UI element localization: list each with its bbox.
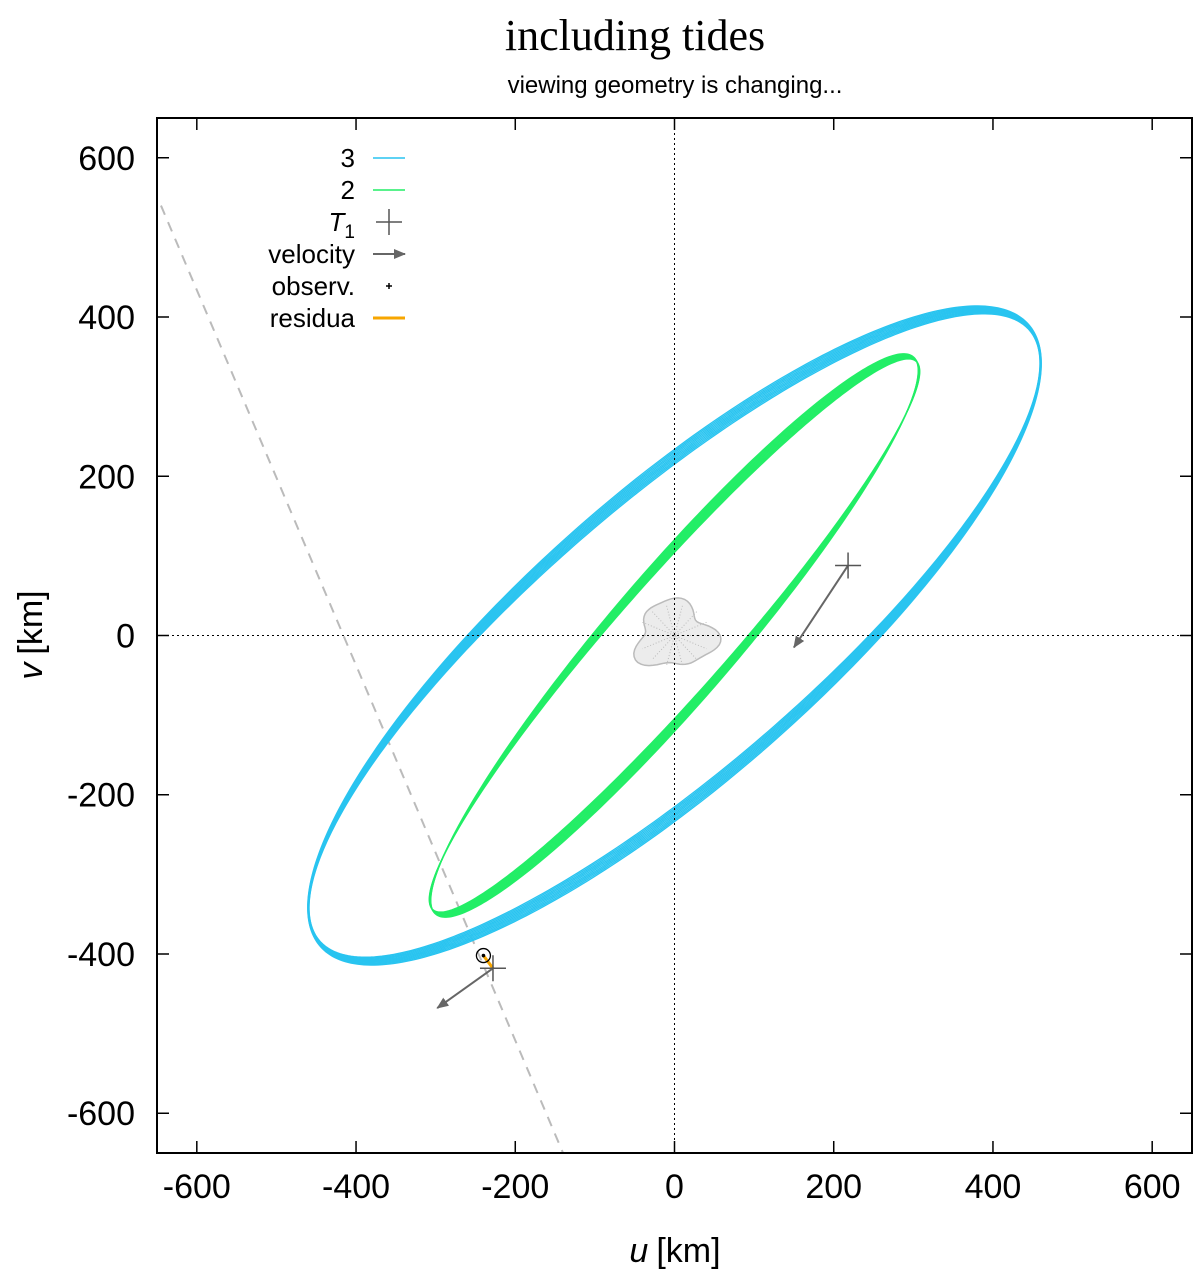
- chart-title: including tides: [505, 11, 765, 60]
- x-axis-label: u [km]: [629, 1232, 720, 1270]
- chart-subtitle: viewing geometry is changing...: [508, 72, 843, 99]
- legend-label: T1: [329, 207, 355, 243]
- T1-marker: [479, 955, 506, 982]
- y-tick-label: 200: [78, 458, 135, 496]
- marker-layer: [157, 118, 1192, 1153]
- y-tick-label: -400: [67, 936, 135, 974]
- shape-model-mesh: [651, 611, 698, 660]
- y-tick-label: 600: [78, 140, 135, 178]
- x-tick-label: -200: [481, 1168, 549, 1206]
- velocity-arrow: [436, 967, 494, 1009]
- observation-point: [481, 953, 486, 958]
- shape-model-mesh: [651, 611, 698, 660]
- y-tick-label: -600: [67, 1095, 135, 1133]
- legend-label: 3: [341, 143, 355, 173]
- orbit-lines-layer: [307, 305, 1042, 966]
- orbit-3-loop: [307, 305, 1042, 966]
- y-tick-label: -200: [67, 777, 135, 815]
- shape-model-layer: [160, 205, 722, 1153]
- velocity-arrow: [793, 564, 849, 649]
- x-tick-label: 0: [665, 1168, 684, 1206]
- legend-swatch: [376, 209, 402, 235]
- x-axis-variable: u: [629, 1232, 648, 1270]
- legend-label: velocity: [268, 239, 355, 269]
- x-axis-unit: [km]: [656, 1232, 720, 1270]
- residua-line: [482, 954, 495, 970]
- legend-label: residua: [270, 303, 356, 333]
- y-tick-label: 0: [116, 618, 135, 656]
- legend-label: 2: [341, 175, 355, 205]
- x-tick-label: 600: [1124, 1168, 1181, 1206]
- legend-swatch: [386, 283, 392, 289]
- observation-circle: [475, 947, 492, 964]
- x-tick-label: -400: [322, 1168, 390, 1206]
- x-tick-label: -600: [163, 1168, 231, 1206]
- shape-model-mesh: [642, 621, 707, 650]
- T1-marker: [835, 552, 862, 579]
- axes-layer: -600 -400 -200 0 200 400 600 -600 -400 -200 0 200 40…: [67, 117, 1193, 1206]
- y-axis-label: v [km]: [12, 590, 50, 679]
- orbit-2-loop: [430, 353, 919, 918]
- y-axis-unit: [km]: [12, 590, 50, 654]
- sky-plane-line: [160, 205, 564, 1153]
- y-axis-variable: v: [12, 661, 50, 680]
- shape-model-mesh: [642, 621, 707, 650]
- x-tick-label: 200: [805, 1168, 862, 1206]
- legend-label: observ.: [272, 271, 355, 301]
- y-tick-label: 400: [78, 299, 135, 337]
- x-tick-label: 400: [965, 1168, 1022, 1206]
- shape-model-mesh: [666, 605, 683, 666]
